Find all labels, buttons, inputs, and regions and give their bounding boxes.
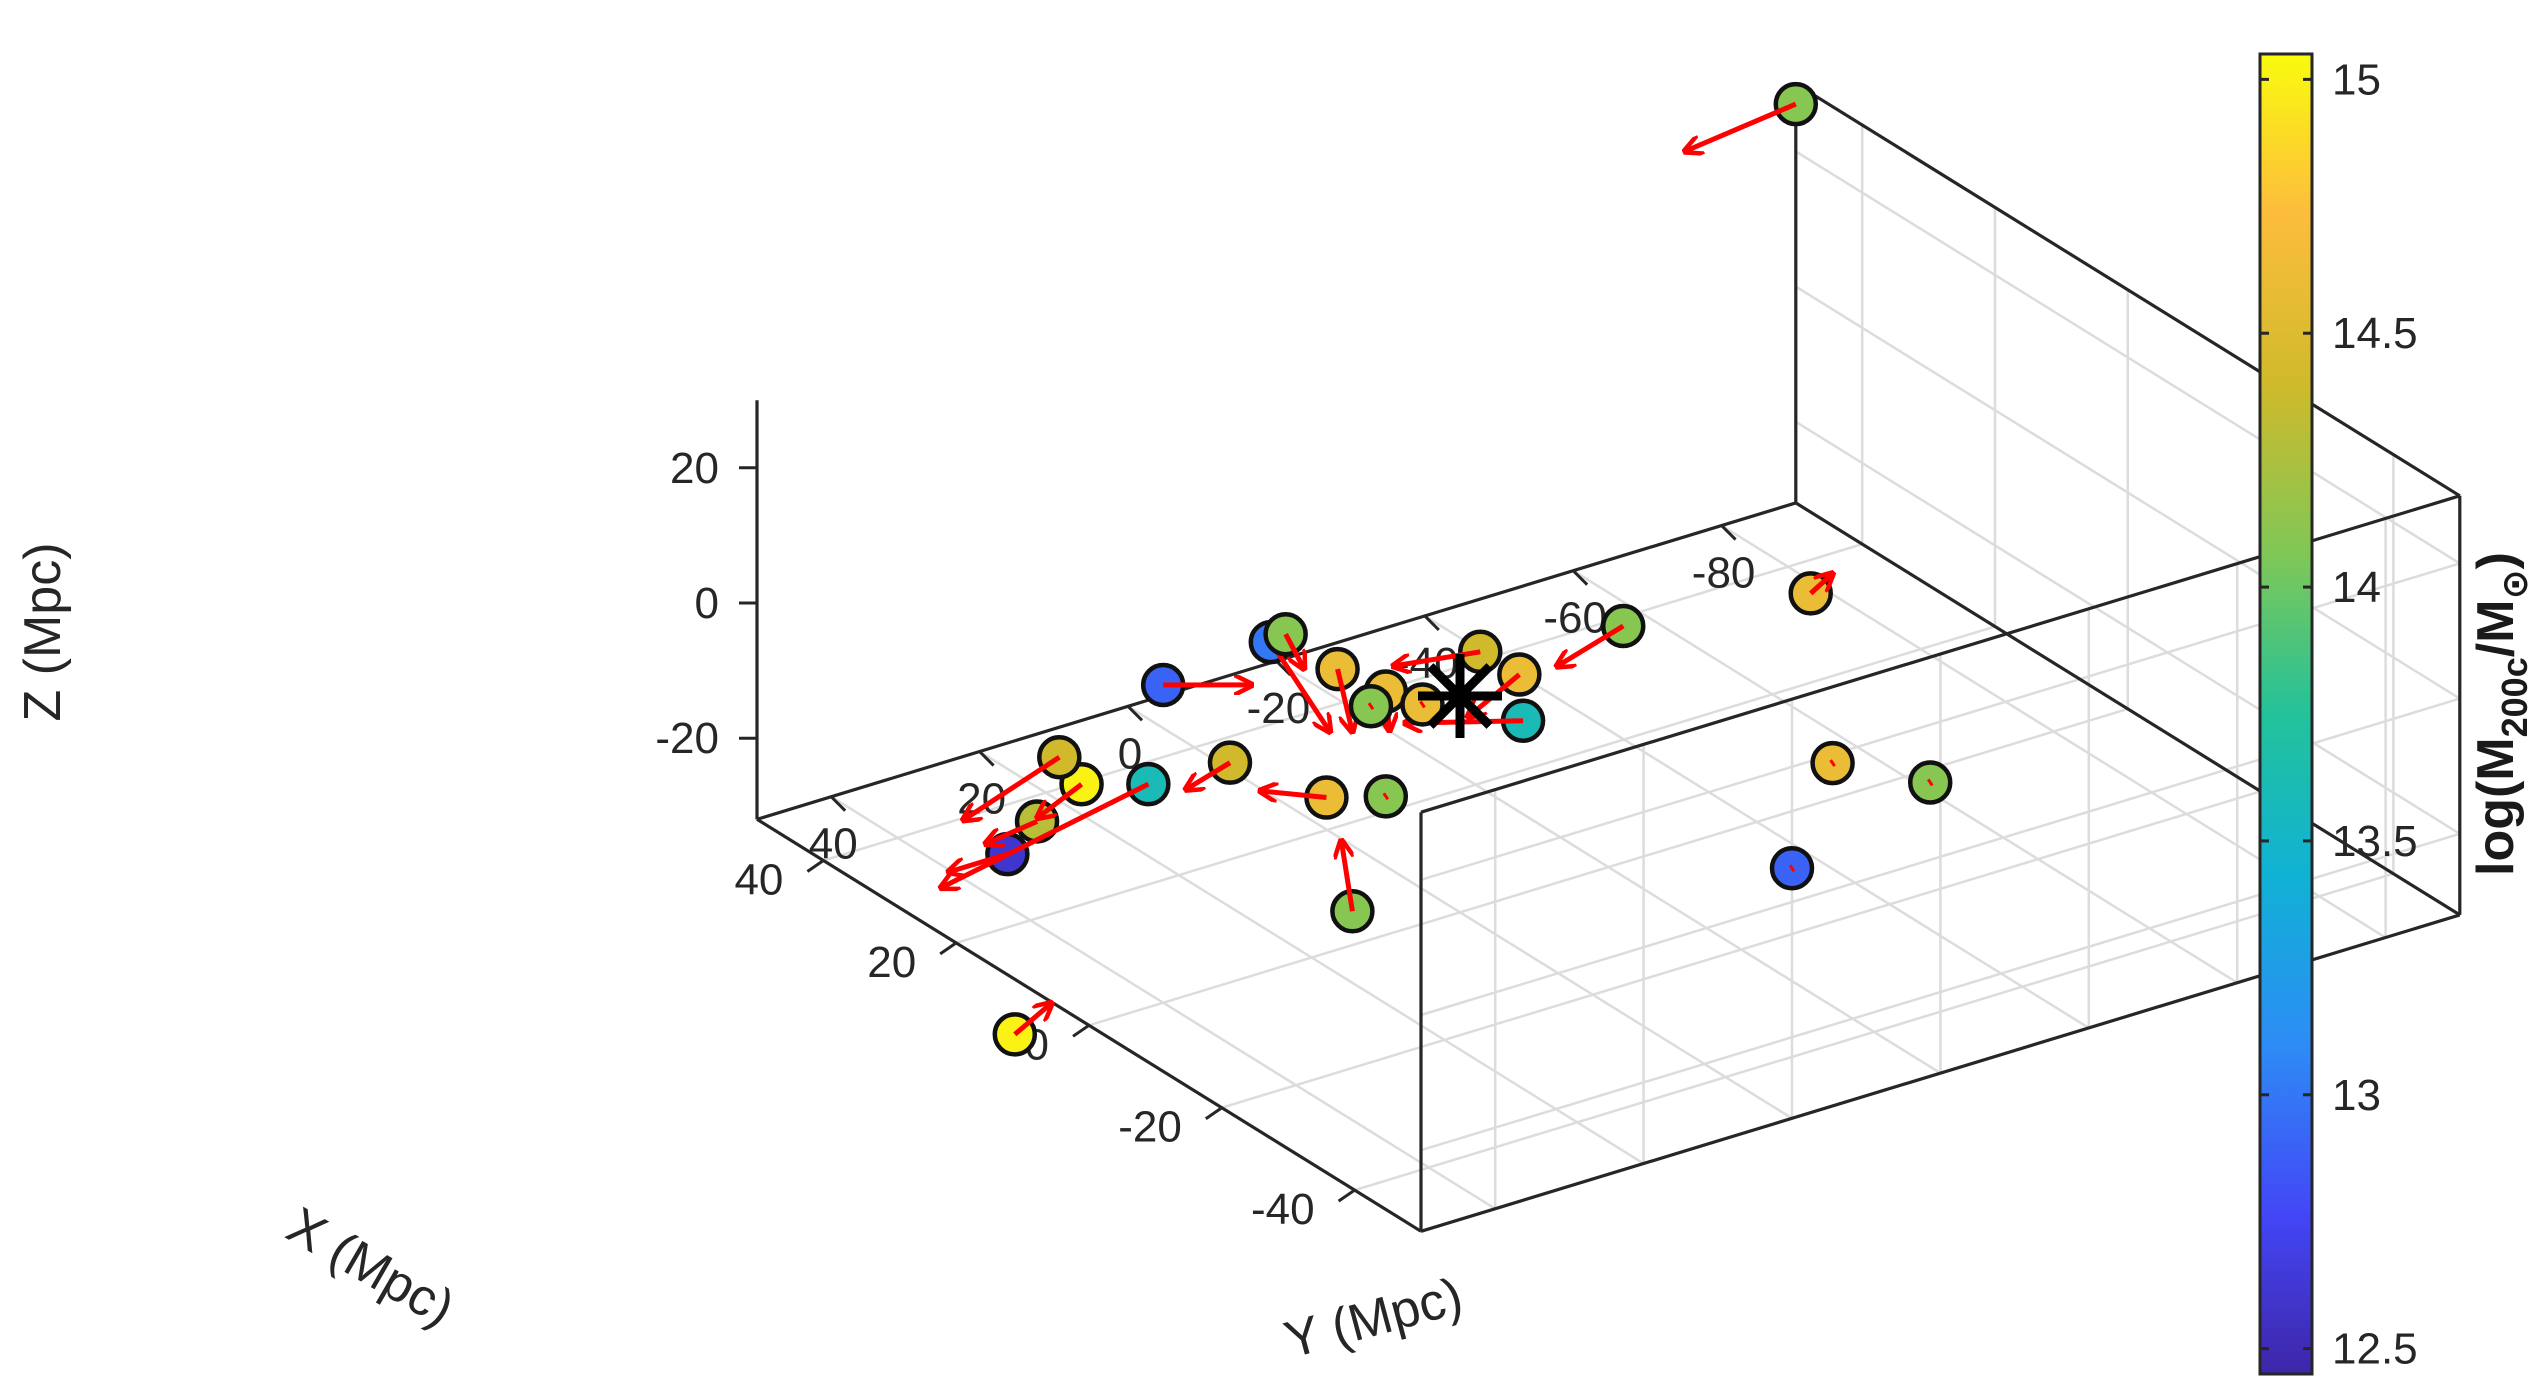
back-wall-grid-line — [1795, 150, 2461, 565]
halo — [1140, 662, 1252, 708]
velocity-arrow — [1829, 759, 1836, 767]
y-axis-tick — [1572, 569, 1589, 586]
velocity-arrow — [1393, 649, 1481, 666]
x-axis-tick-label: 40 — [734, 856, 783, 905]
velocity-arrow — [1335, 668, 1353, 732]
colorbar-tick-label: 12.5 — [2332, 1325, 2418, 1374]
colorbar-label-mid: /M — [2467, 600, 2525, 658]
velocity-arrow — [1341, 840, 1355, 912]
halo — [992, 1003, 1052, 1057]
colorbar-label-main: log(M — [2467, 737, 2525, 876]
velocity-arrow — [1685, 101, 1797, 151]
z-axis-label: Z (Mpc) — [14, 542, 72, 721]
y-axis-label: Y (Mpc) — [1279, 1267, 1469, 1370]
z-axis-tick-label: 20 — [670, 444, 719, 493]
velocity-arrow — [1013, 1003, 1052, 1037]
halo — [1685, 81, 1819, 151]
axes-box-edge — [1794, 501, 2461, 917]
halo — [941, 761, 1171, 888]
halo — [1810, 740, 1855, 786]
colorbar-label-sun-symbol: ⊙ — [2494, 569, 2535, 599]
x-axis-tick-label: 20 — [867, 938, 916, 987]
center-marker-stroke — [1427, 663, 1493, 729]
back-wall-grid-line — [1795, 420, 2461, 835]
halo — [1263, 611, 1308, 669]
velocity-arrow — [1419, 700, 1426, 709]
velocity-arrow — [985, 819, 1039, 844]
y-axis-tick — [1720, 524, 1737, 541]
colorbar-tick-label: 15 — [2332, 55, 2381, 104]
velocity-arrow — [1382, 792, 1390, 801]
halo — [1315, 646, 1358, 732]
colorbar-label-subscript: 200c — [2494, 657, 2535, 737]
velocity-arrow — [1367, 702, 1375, 711]
colorbar-ticks: 15 14.5 14 13.5 13 12.5 — [2260, 55, 2418, 1374]
colorbar-tick-label: 13.5 — [2332, 817, 2418, 866]
velocity-arrow — [1283, 633, 1305, 669]
halo — [1363, 774, 1409, 819]
halo — [1185, 740, 1253, 790]
colorbar-label: log(M200c/M⊙) — [2467, 552, 2535, 876]
z-axis-tick-label: 0 — [695, 579, 719, 628]
y-axis-tick — [1126, 705, 1144, 722]
grid-lines — [823, 125, 2461, 1210]
velocity-arrow — [941, 781, 1150, 888]
velocity-arrow — [963, 755, 1061, 820]
colorbar-tick-label: 13 — [2332, 1071, 2381, 1120]
floor-grid-line — [978, 750, 1645, 1165]
velocity-arrow — [1556, 623, 1625, 667]
velocity-arrow — [1268, 640, 1330, 732]
velocity-arrow — [1037, 782, 1084, 818]
y-axis-tick-label: -60 — [1543, 594, 1607, 643]
back-wall-grid-line — [1795, 285, 2461, 700]
halo — [963, 734, 1082, 820]
floor-grid-line — [830, 795, 1496, 1210]
halo — [1788, 573, 1833, 616]
halo — [1769, 845, 1815, 891]
y-axis-tick — [1423, 614, 1440, 631]
axes-box — [755, 82, 2462, 1233]
velocity-arrow — [1926, 778, 1934, 787]
y-axis-tick — [830, 795, 847, 812]
velocity-arrow — [1788, 864, 1796, 873]
x-axis-tick-label: -40 — [1251, 1185, 1315, 1234]
velocity-arrow — [1185, 760, 1232, 790]
velocity-arrow — [1809, 573, 1833, 596]
axes-box-edge — [1794, 82, 2461, 498]
x-axis-tick-label: -20 — [1118, 1103, 1182, 1152]
halo — [1556, 603, 1646, 667]
data-layer — [941, 81, 1953, 1057]
halo — [1260, 775, 1349, 820]
halo — [1348, 683, 1394, 729]
x-axis-tick — [1337, 1188, 1356, 1203]
colorbar-tick-label: 14.5 — [2332, 309, 2418, 358]
x-axis-tick — [1204, 1106, 1223, 1120]
x-axis-tick — [1072, 1024, 1090, 1038]
colorbar-tick-label: 14 — [2332, 563, 2381, 612]
velocity-arrow — [1260, 791, 1327, 798]
halo — [1907, 760, 1953, 805]
y-axis-tick — [978, 750, 995, 767]
center-marker-asterisk — [1418, 654, 1502, 738]
y-axis-tick-label: -80 — [1692, 549, 1756, 598]
colorbar-gradient — [2260, 54, 2312, 1374]
z-axis-tick-label: -20 — [655, 714, 719, 763]
x-axis-tick — [806, 859, 825, 873]
y-axis-tick-label: -20 — [1247, 684, 1311, 733]
x-axis-tick — [939, 941, 958, 956]
colorbar-label-end: ) — [2467, 552, 2525, 569]
halo — [948, 831, 1030, 874]
floor-grid-line — [1572, 569, 2238, 984]
colorbar-border — [2258, 52, 2314, 1376]
y-axis-tick-label: 40 — [809, 820, 858, 869]
halo — [1330, 840, 1375, 934]
x-axis-label: X (Mpc) — [277, 1197, 464, 1338]
colorbar: 15 14.5 14 13.5 13 12.5 log(M200c/M⊙) — [2258, 52, 2535, 1376]
